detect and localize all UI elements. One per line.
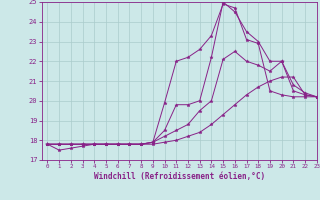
X-axis label: Windchill (Refroidissement éolien,°C): Windchill (Refroidissement éolien,°C)	[94, 172, 265, 181]
